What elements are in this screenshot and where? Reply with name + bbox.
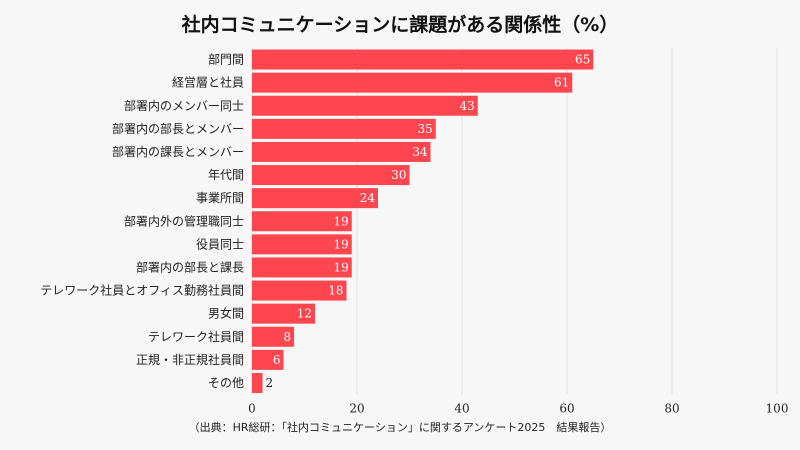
bar xyxy=(252,49,594,70)
category-label: 男女間 xyxy=(208,306,244,321)
value-label: 61 xyxy=(554,76,569,90)
category-label: 部門間 xyxy=(208,52,244,67)
value-label: 34 xyxy=(412,145,428,159)
category-label: 正規・非正規社員間 xyxy=(136,352,244,367)
value-label: 35 xyxy=(417,122,432,136)
bar xyxy=(252,372,263,393)
category-label: 部署内の部長とメンバー xyxy=(112,121,244,136)
category-label: テレワーク社員とオフィス勤務社員間 xyxy=(40,283,244,298)
category-label: 部署内のメンバー同士 xyxy=(124,98,244,113)
bar xyxy=(252,211,352,232)
category-label: 部署内外の管理職同士 xyxy=(124,213,244,228)
category-label: 事業所間 xyxy=(196,191,244,205)
bar xyxy=(252,303,315,324)
value-label: 24 xyxy=(360,191,376,205)
bar xyxy=(252,72,573,93)
bars xyxy=(252,49,594,393)
x-tick-label: 80 xyxy=(664,402,679,416)
category-labels: 部門間経営層と社員部署内のメンバー同士部署内の部長とメンバー部署内の課長とメンバ… xyxy=(40,52,244,390)
bar xyxy=(252,188,378,209)
bar xyxy=(252,349,284,370)
category-label: その他 xyxy=(208,376,244,390)
value-label: 2 xyxy=(266,376,274,390)
source-note: （出典：HR総研：「社内コミュニケーション」に関するアンケート2025 結果報告… xyxy=(188,421,612,434)
value-label: 12 xyxy=(297,307,312,321)
value-label: 19 xyxy=(333,214,348,228)
value-labels: 65 61 43 35 34 30 24 19 19 19 18 12 86 2 xyxy=(266,53,591,390)
bar xyxy=(252,141,431,162)
category-label: 部署内の課長とメンバー xyxy=(112,144,244,159)
bar xyxy=(252,118,436,139)
bar xyxy=(252,234,352,255)
x-tick-label: 20 xyxy=(349,402,364,416)
value-label: 65 xyxy=(575,53,590,67)
value-label: 30 xyxy=(391,168,406,182)
bar xyxy=(252,95,478,116)
bar xyxy=(252,165,410,186)
x-axis-ticks: 0 20 40 60 80 100 xyxy=(248,402,788,416)
bar xyxy=(252,257,352,278)
bar xyxy=(252,280,347,301)
x-tick-label: 40 xyxy=(454,402,469,416)
x-tick-label: 60 xyxy=(559,402,574,416)
value-label: 19 xyxy=(333,260,348,274)
value-label: 19 xyxy=(333,237,348,251)
category-label: テレワーク社員間 xyxy=(148,329,244,344)
category-label: 役員同士 xyxy=(196,236,244,251)
category-label: 経営層と社員 xyxy=(172,75,244,90)
x-tick-label: 0 xyxy=(248,402,256,416)
value-label: 43 xyxy=(459,99,474,113)
value-label: 8 xyxy=(283,330,291,344)
chart-title: 社内コミュニケーションに課題がある関係性（%） xyxy=(181,14,619,36)
value-label: 6 xyxy=(273,353,281,367)
bar xyxy=(252,326,294,347)
category-label: 年代間 xyxy=(208,168,244,182)
value-label: 18 xyxy=(328,284,343,298)
x-tick-label: 100 xyxy=(766,402,789,416)
category-label: 部署内の部長と課長 xyxy=(136,259,244,274)
